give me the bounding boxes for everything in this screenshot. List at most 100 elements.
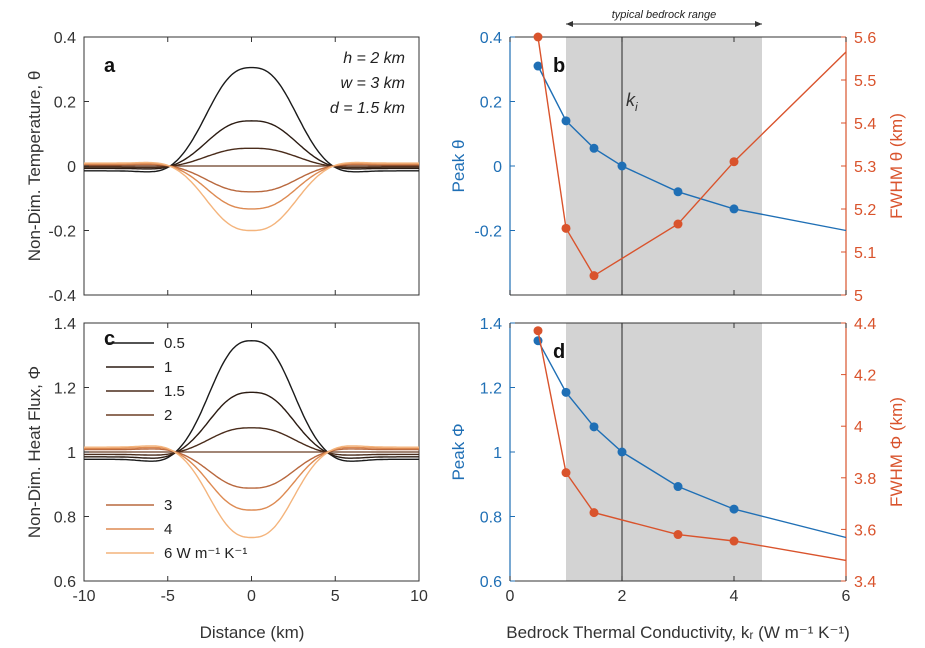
panel-a-curve-kr-4 bbox=[84, 163, 419, 210]
panel-a-annotation: w = 3 km bbox=[341, 75, 405, 92]
panel-b-ytick-label: 0.2 bbox=[480, 95, 502, 112]
panel-b-ytick-label: -0.2 bbox=[474, 224, 502, 241]
panel-d-right-ytick-label: 4.4 bbox=[854, 316, 876, 333]
panel-c-xtick-label: -5 bbox=[161, 588, 175, 605]
panel-b-series-point bbox=[561, 223, 571, 233]
panel-b-right-ytick-label: 5.2 bbox=[854, 202, 876, 219]
panel-b-series-point bbox=[617, 161, 627, 171]
panel-b-series-point bbox=[673, 219, 683, 229]
panel-d-xtick-label: 4 bbox=[730, 588, 739, 605]
panel-d-series-point bbox=[617, 447, 627, 457]
panel-b-series-point bbox=[589, 143, 599, 153]
panel-b-series-line bbox=[537, 36, 847, 277]
panel-d-right-ytick-label: 4 bbox=[854, 419, 863, 436]
panel-a-curve-kr-3 bbox=[84, 163, 419, 193]
panel-c-xtick-label: -10 bbox=[72, 588, 95, 605]
panel-d-series-point bbox=[729, 504, 739, 514]
x-axis-label-right: Bedrock Thermal Conductivity, kᵣ (W m⁻¹ … bbox=[506, 623, 850, 642]
panel-b-ytick-label: 0.4 bbox=[480, 30, 502, 47]
panel-d-series-point bbox=[561, 468, 571, 478]
panel-c: -10 -5 0 5 10 0.6 0.8 1 1.2 1.4 Non-Dim. Heat Flux… bbox=[25, 316, 428, 605]
panel-c-curve-kr-1.5 bbox=[84, 427, 419, 456]
panel-a-ylabel: Non-Dim. Temperature, θ bbox=[25, 71, 44, 262]
panel-b-series-point bbox=[561, 116, 571, 126]
panel-c-xtick-label: 0 bbox=[247, 588, 256, 605]
panel-d-ytick-label: 1 bbox=[493, 445, 502, 462]
panel-d-series-line bbox=[537, 330, 847, 562]
panel-a-ytick-label: -0.4 bbox=[48, 288, 76, 305]
panel-d-ytick-label: 1.4 bbox=[480, 316, 502, 333]
panel-d-ytick-label: 0.6 bbox=[480, 574, 502, 591]
panel-d-series-point bbox=[589, 422, 599, 432]
panel-b-series-point bbox=[533, 61, 543, 71]
panel-a-curve-kr-0.5 bbox=[84, 66, 419, 173]
panel-a-curve-kr-1 bbox=[84, 120, 419, 170]
panel-d-right-ytick-label: 3.8 bbox=[854, 471, 876, 488]
panel-a-letter: a bbox=[104, 55, 116, 77]
panel-c-ytick-label: 0.6 bbox=[54, 574, 76, 591]
panel-d-series-point bbox=[589, 508, 599, 518]
panel-c-curve-kr-0.5 bbox=[84, 339, 419, 462]
panel-c-curve-kr-4 bbox=[84, 446, 419, 511]
panel-d-xtick-label: 0 bbox=[506, 588, 515, 605]
panel-d-xtick-label: 6 bbox=[842, 588, 851, 605]
panel-b: -0.2 0 0.2 0.4 5 5.1 5.2 5.3 5.4 5.5 5.6 Peak θ FWHM… bbox=[449, 9, 906, 305]
panel-c-legend-label: 3 bbox=[164, 497, 172, 514]
typical-range-arrowhead-right bbox=[755, 21, 762, 27]
panel-d-right-ytick-label: 3.4 bbox=[854, 574, 876, 591]
panel-b-ytick-label: 0 bbox=[493, 159, 502, 176]
panel-b-right-ytick-label: 5.1 bbox=[854, 245, 876, 262]
panel-b-right-ylabel: FWHM θ (km) bbox=[887, 113, 906, 219]
panel-b-series-point bbox=[729, 157, 739, 167]
panel-c-ytick-label: 0.8 bbox=[54, 510, 76, 527]
panel-a-annotation: d = 1.5 km bbox=[330, 100, 405, 117]
panel-a-ytick-label: 0.4 bbox=[54, 30, 76, 47]
panel-a-curve-kr-1.5 bbox=[84, 147, 419, 169]
panel-b-right-ytick-label: 5.6 bbox=[854, 30, 876, 47]
panel-c-legend-label: 6 W m⁻¹ K⁻¹ bbox=[164, 545, 247, 562]
panel-c-curve-kr-3 bbox=[84, 448, 419, 489]
typical-range-arrowhead-left bbox=[566, 21, 573, 27]
panel-c-legend-label: 4 bbox=[164, 521, 172, 538]
panel-b-right-ytick-label: 5.5 bbox=[854, 73, 876, 90]
panel-c-ylabel: Non-Dim. Heat Flux, Φ bbox=[25, 366, 44, 538]
panel-b-letter: b bbox=[553, 55, 565, 77]
panel-b-right-ytick-label: 5 bbox=[854, 288, 863, 305]
panel-c-xtick-label: 10 bbox=[410, 588, 428, 605]
panel-c-xtick-label: 5 bbox=[331, 588, 340, 605]
panel-c-legend-label: 1.5 bbox=[164, 383, 185, 400]
panel-d: 0.6 0.8 1 1.2 1.4 3.4 3.6 3.8 4 4.2 4.4 Peak Φ FWHM … bbox=[449, 316, 906, 642]
panel-b-series-point bbox=[673, 187, 683, 197]
panel-d-ytick-label: 1.2 bbox=[480, 381, 502, 398]
panel-c-legend-label: 1 bbox=[164, 359, 172, 376]
panel-b-series-point bbox=[729, 204, 739, 214]
panel-d-right-ytick-label: 3.6 bbox=[854, 522, 876, 539]
panel-c-legend-label: 2 bbox=[164, 407, 172, 424]
panel-d-xtick-label: 2 bbox=[618, 588, 627, 605]
panel-d-typical-range-band bbox=[566, 323, 762, 581]
panel-d-series-point bbox=[673, 530, 683, 540]
panel-d-right-ylabel: FWHM Φ (km) bbox=[887, 397, 906, 507]
panel-c-legend-label: 0.5 bbox=[164, 335, 185, 352]
panel-d-series-point bbox=[561, 387, 571, 397]
panel-b-right-ytick-label: 5.3 bbox=[854, 159, 876, 176]
panel-a-ytick-label: 0 bbox=[67, 159, 76, 176]
panel-b-series-point bbox=[589, 271, 599, 281]
panel-b-typical-range-band bbox=[566, 37, 762, 295]
panel-b-right-ytick-label: 5.4 bbox=[854, 116, 876, 133]
panel-d-series-point bbox=[729, 536, 739, 546]
panel-c-ytick-label: 1 bbox=[67, 445, 76, 462]
panel-c-letter: c bbox=[104, 328, 115, 350]
panel-b-series-point bbox=[533, 32, 543, 42]
panel-d-ytick-label: 0.8 bbox=[480, 510, 502, 527]
panel-b-left-ylabel: Peak θ bbox=[449, 140, 468, 193]
panel-a: -0.4 -0.2 0 0.2 0.4 Non-Dim. Temperature, θ a h… bbox=[25, 30, 420, 305]
typical-range-label: typical bedrock range bbox=[612, 9, 717, 21]
panel-c-curve-kr-1 bbox=[84, 391, 419, 459]
panel-d-left-ylabel: Peak Φ bbox=[449, 423, 468, 480]
panel-c-ytick-label: 1.2 bbox=[54, 381, 76, 398]
panel-d-letter: d bbox=[553, 341, 565, 363]
x-axis-label-left: Distance (km) bbox=[200, 623, 305, 642]
panel-a-ytick-label: -0.2 bbox=[48, 224, 76, 241]
